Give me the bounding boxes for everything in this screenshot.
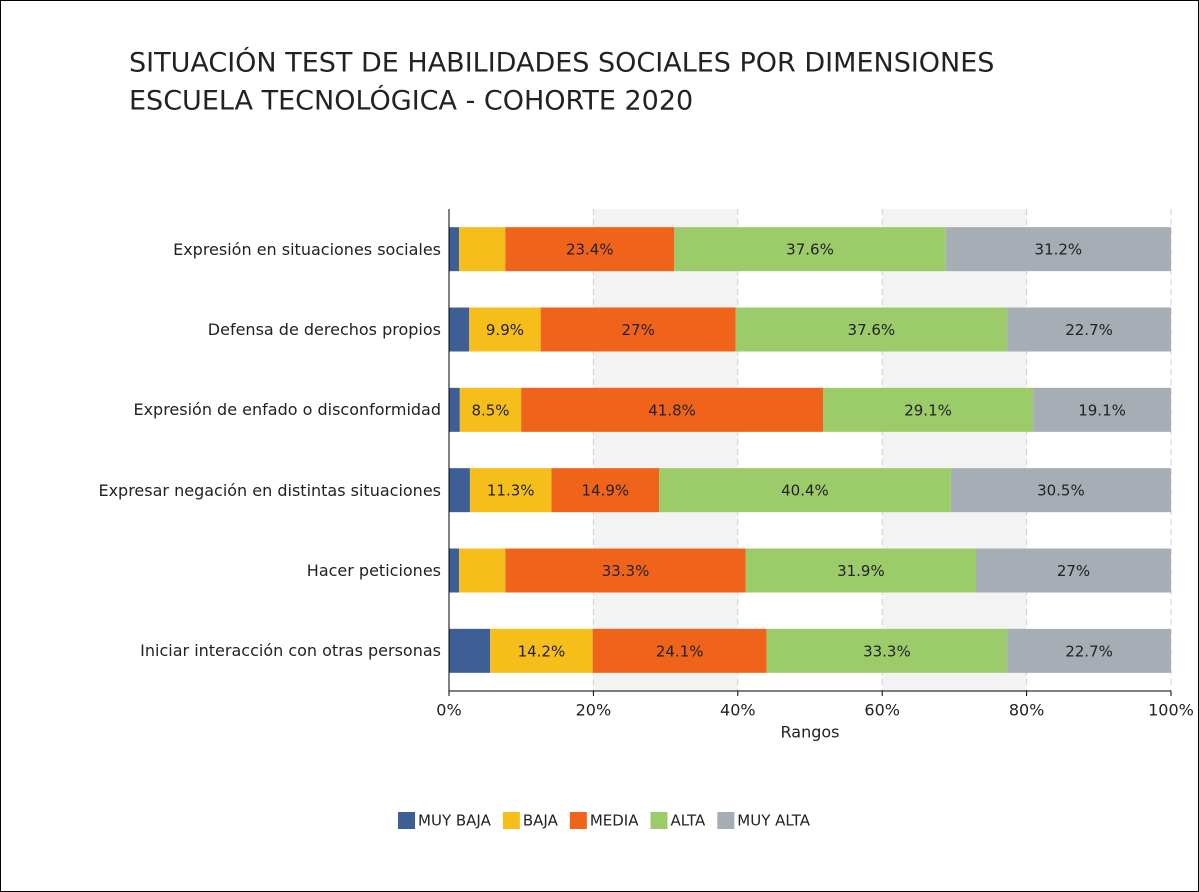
bar-segment — [449, 227, 460, 272]
bar-segment — [449, 628, 491, 673]
data-label: 27% — [1057, 562, 1090, 580]
x-tick-label: 40% — [720, 701, 756, 720]
data-label: 29.1% — [904, 401, 952, 419]
bar-segment — [505, 227, 675, 272]
legend-label: ALTA — [670, 812, 706, 830]
y-tick-label: Iniciar interacción con otras personas — [21, 621, 441, 681]
grid-band — [593, 209, 738, 691]
legend-item: ALTA — [650, 812, 706, 830]
data-label: 24.1% — [656, 642, 704, 660]
data-label: 33.3% — [602, 562, 650, 580]
bar-segment — [521, 387, 823, 432]
category-text: Expresar negación en distintas situacion… — [98, 480, 441, 500]
bar-segment — [735, 307, 1008, 352]
data-label: 14.9% — [581, 482, 629, 500]
data-label: 37.6% — [848, 321, 896, 339]
legend-label: MUY BAJA — [418, 812, 492, 830]
bar-segment — [540, 307, 736, 352]
legend-item: MEDIA — [569, 812, 639, 830]
bar-segment — [950, 468, 1171, 513]
data-label: 31.9% — [837, 562, 885, 580]
legend-swatch — [502, 812, 520, 829]
category-text: Expresión de enfado o disconformidad — [133, 400, 441, 420]
data-label: 22.7% — [1065, 321, 1113, 339]
x-tick-label: 100% — [1148, 701, 1194, 720]
data-label: 27% — [621, 321, 654, 339]
bar-segment — [766, 628, 1008, 673]
y-tick-label: Hacer peticiones — [21, 541, 441, 601]
bar-segment — [459, 387, 522, 432]
x-tick-label: 80% — [1009, 701, 1045, 720]
bar-segment — [1033, 387, 1171, 432]
bar-segment — [551, 468, 660, 513]
bar-segment — [469, 307, 541, 352]
legend-label: MUY ALTA — [737, 812, 810, 830]
bar-segment — [505, 548, 746, 593]
legend-swatch — [398, 812, 416, 829]
bar-segment — [449, 387, 460, 432]
x-axis-label: Rangos — [781, 723, 840, 742]
x-tick-label: 20% — [576, 701, 612, 720]
chart-title: SITUACIÓN TEST DE HABILIDADES SOCIALES P… — [129, 47, 994, 79]
category-text: Hacer peticiones — [306, 561, 441, 580]
data-label: 41.8% — [648, 401, 696, 419]
data-label: 9.9% — [486, 321, 524, 339]
bar-segment — [449, 548, 460, 593]
bar-segment — [459, 227, 506, 272]
data-label: 30.5% — [1037, 482, 1085, 500]
bar-segment — [745, 548, 977, 593]
bar-segment — [976, 548, 1171, 593]
category-text: Expresión en situaciones sociales — [173, 239, 441, 259]
bar-segment — [1007, 307, 1171, 352]
chart-subtitle: ESCUELA TECNOLÓGICA - COHORTE 2020 — [129, 85, 693, 117]
legend-swatch — [717, 812, 735, 829]
data-label: 40.4% — [781, 482, 829, 500]
y-tick-label: Defensa de derechos propios — [21, 300, 441, 360]
data-label: 19.1% — [1078, 401, 1126, 419]
legend-swatch — [569, 812, 587, 829]
legend-label: MEDIA — [590, 812, 639, 830]
legend-swatch — [650, 812, 668, 829]
y-tick-label: Expresar negación en distintas situacion… — [21, 460, 441, 520]
data-label: 11.3% — [487, 482, 535, 500]
y-tick-label: Expresión de enfado o disconformidad — [21, 380, 441, 440]
legend-label: BAJA — [523, 812, 559, 830]
data-label: 37.6% — [786, 241, 834, 259]
bar-segment — [449, 307, 470, 352]
bar-segment — [459, 548, 506, 593]
legend-item: MUY ALTA — [717, 812, 811, 830]
bar-segment — [659, 468, 951, 513]
legend-item: BAJA — [502, 812, 559, 830]
bar-segment — [945, 227, 1171, 272]
data-label: 23.4% — [566, 241, 614, 259]
x-tick-label: 0% — [436, 701, 461, 720]
data-label: 22.7% — [1065, 642, 1113, 660]
bar-segment — [592, 628, 767, 673]
x-tick-label: 60% — [864, 701, 900, 720]
grid-band — [882, 209, 1027, 691]
bar-segment — [1007, 628, 1171, 673]
data-label: 33.3% — [863, 642, 911, 660]
y-tick-label: Expresión en situaciones sociales — [21, 219, 441, 279]
data-label: 14.2% — [518, 642, 566, 660]
data-label: 8.5% — [471, 401, 509, 419]
legend-item: MUY BAJA — [398, 812, 492, 830]
bar-segment — [490, 628, 593, 673]
bar-segment — [469, 468, 552, 513]
data-label: 31.2% — [1035, 241, 1083, 259]
legend: MUY BAJA BAJA MEDIA ALTA MUY ALTA — [398, 812, 811, 830]
bar-segment — [674, 227, 946, 272]
bar-segment — [449, 468, 470, 513]
bar-segment — [822, 387, 1034, 432]
category-text: Defensa de derechos propios — [207, 320, 441, 339]
category-text: Iniciar interacción con otras personas — [140, 641, 441, 661]
